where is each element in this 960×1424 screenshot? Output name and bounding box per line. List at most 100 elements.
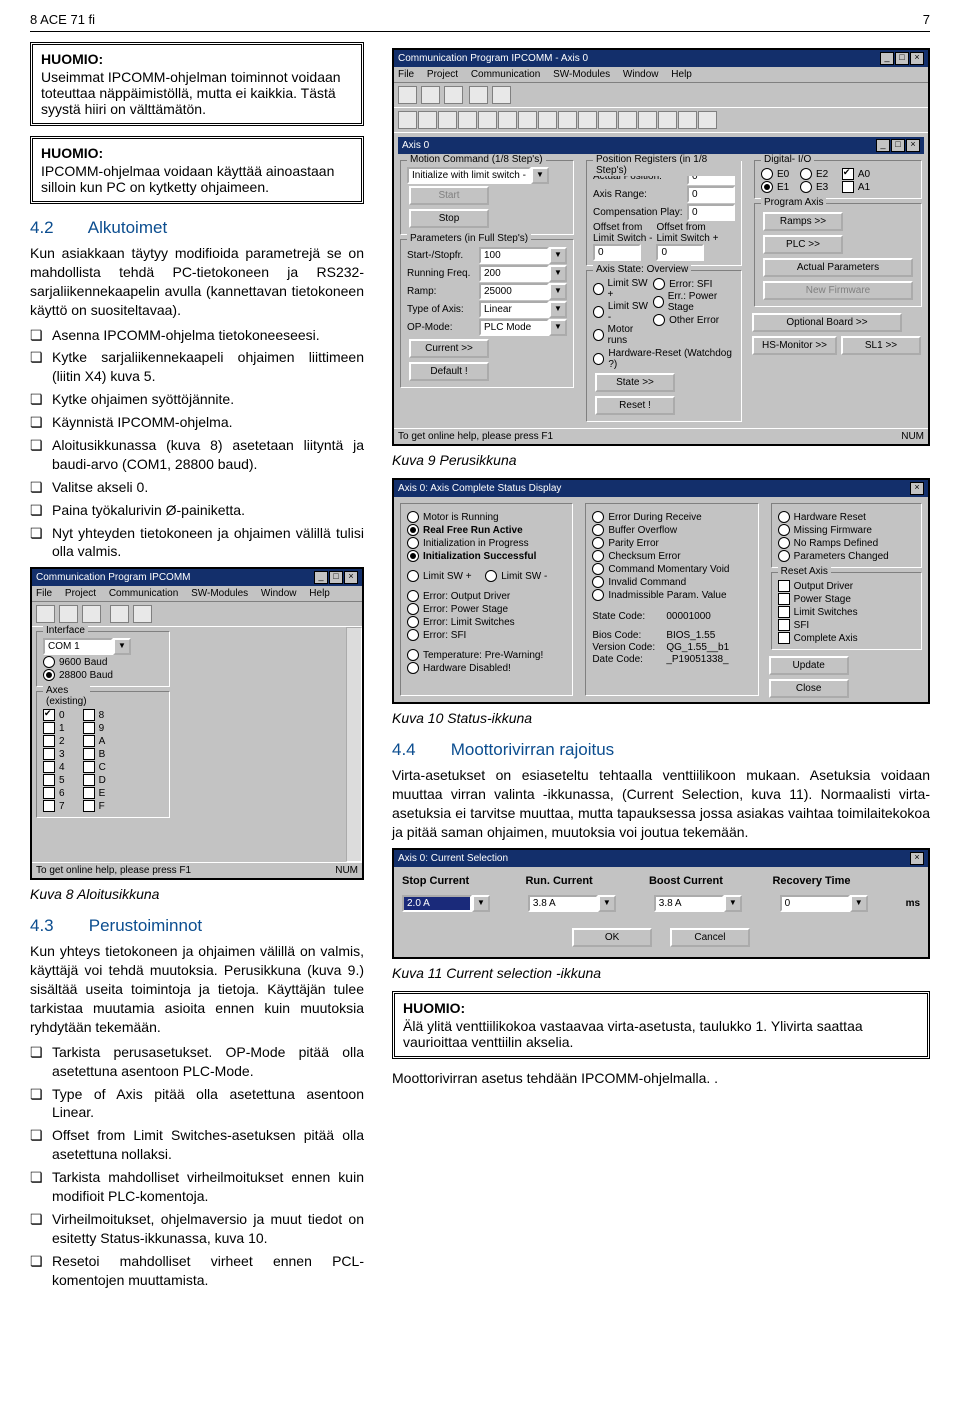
sec42-list: Asenna IPCOMM-ohjelma tietokoneeseesi. K… xyxy=(30,326,364,562)
axis-state-group: Axis State: Overview xyxy=(593,264,691,275)
toolbar-icon[interactable] xyxy=(444,86,463,104)
axis-tab-icon[interactable] xyxy=(638,111,657,129)
menu-item[interactable]: Help xyxy=(309,588,330,599)
state-button[interactable]: State >> xyxy=(595,373,675,392)
close-button[interactable]: Close xyxy=(769,679,849,698)
menu-item[interactable]: SW-Modules xyxy=(191,588,248,599)
axis-tab-icon[interactable] xyxy=(618,111,637,129)
toolbar-icon[interactable] xyxy=(59,605,78,623)
menu-item[interactable]: Communication xyxy=(109,588,178,599)
axis-checkbox[interactable] xyxy=(83,787,95,799)
ok-button[interactable]: OK xyxy=(572,928,652,947)
axis-tab-icon[interactable] xyxy=(458,111,477,129)
current-button[interactable]: Current >> xyxy=(409,339,489,358)
list-item: Virheilmoitukset, ohjelmaversio ja muut … xyxy=(30,1210,364,1248)
axis-checkbox[interactable] xyxy=(83,800,95,812)
start-button[interactable]: Start xyxy=(409,186,489,205)
list-item: Asenna IPCOMM-ohjelma tietokoneeseesi. xyxy=(30,326,364,345)
axis-tab-icon[interactable] xyxy=(698,111,717,129)
optional-board-button[interactable]: Optional Board >> xyxy=(752,313,902,332)
axis-checkbox[interactable] xyxy=(43,748,55,760)
axis-tab-icon[interactable] xyxy=(398,111,417,129)
sec44-tail: Moottorivirran asetus tehdään IPCOMM-ohj… xyxy=(392,1069,930,1088)
toolbar-icon[interactable] xyxy=(36,605,55,623)
axis-checkbox[interactable] xyxy=(83,774,95,786)
axis-tab-icon[interactable] xyxy=(658,111,677,129)
toolbar-icon[interactable] xyxy=(492,86,511,104)
toolbar-icon[interactable] xyxy=(398,86,417,104)
window-title: Axis 0: Axis Complete Status Display xyxy=(398,483,561,494)
list-item: Paina työkalurivin Ø-painiketta. xyxy=(30,501,364,520)
axis-checkbox[interactable] xyxy=(83,735,95,747)
list-item: Nyt yhteyden tietokoneen ja ohjaimen väl… xyxy=(30,524,364,562)
toolbar-icon[interactable] xyxy=(110,605,129,623)
axis-checkbox[interactable] xyxy=(43,800,55,812)
menu-item[interactable]: Project xyxy=(427,69,458,80)
notice-2-title: HUOMIO: xyxy=(41,145,353,161)
toolbar-icon[interactable] xyxy=(469,86,488,104)
window-title: Axis 0: Current Selection xyxy=(398,853,508,864)
axis-tab-icon[interactable] xyxy=(478,111,497,129)
radio-9600[interactable] xyxy=(43,656,55,668)
axis-checkbox[interactable] xyxy=(83,709,95,721)
toolbar-icon[interactable] xyxy=(82,605,101,623)
axis-tab-icon[interactable] xyxy=(438,111,457,129)
com-select[interactable]: COM 1▼ xyxy=(43,638,131,655)
axis-checkbox[interactable] xyxy=(43,709,55,721)
axis-tab-icon[interactable] xyxy=(678,111,697,129)
motion-select[interactable]: Initialize with limit switch -▼ xyxy=(407,167,549,184)
axis-tab-icon[interactable] xyxy=(578,111,597,129)
axis-checkbox[interactable] xyxy=(43,761,55,773)
caption-kuva8: Kuva 8 Aloitusikkuna xyxy=(30,886,364,902)
radio-28800[interactable] xyxy=(43,669,55,681)
axis-tab-icon[interactable] xyxy=(598,111,617,129)
default-button[interactable]: Default ! xyxy=(409,362,489,381)
notice-1-title: HUOMIO: xyxy=(41,51,353,67)
axis-tab-icon[interactable] xyxy=(518,111,537,129)
axis-tab-icon[interactable] xyxy=(418,111,437,129)
list-item: Kytke sarjaliikennekaapeli ohjaimen liit… xyxy=(30,348,364,386)
menu-item[interactable]: Communication xyxy=(471,69,540,80)
plc-button[interactable]: PLC >> xyxy=(763,235,843,254)
axis-tab-icon[interactable] xyxy=(538,111,557,129)
axis-checkbox[interactable] xyxy=(43,735,55,747)
statusbar-num: NUM xyxy=(335,865,358,876)
stop-button[interactable]: Stop xyxy=(409,209,489,228)
menu-item[interactable]: Window xyxy=(261,588,297,599)
menu-item[interactable]: Project xyxy=(65,588,96,599)
sl1-button[interactable]: SL1 >> xyxy=(841,336,921,355)
hs-monitor-button[interactable]: HS-Monitor >> xyxy=(752,336,837,355)
toolbar-icon[interactable] xyxy=(421,86,440,104)
update-button[interactable]: Update xyxy=(769,656,849,675)
menubar: File Project Communication SW-Modules Wi… xyxy=(394,67,928,83)
axis-checkbox[interactable] xyxy=(83,761,95,773)
axis-checkbox[interactable] xyxy=(43,774,55,786)
axis-checkbox[interactable] xyxy=(43,787,55,799)
axis-tab-icon[interactable] xyxy=(558,111,577,129)
menubar: File Project Communication SW-Modules Wi… xyxy=(32,586,362,602)
axis-checkbox[interactable] xyxy=(43,722,55,734)
menu-item[interactable]: Window xyxy=(623,69,659,80)
cancel-button[interactable]: Cancel xyxy=(670,928,750,947)
menu-item[interactable]: File xyxy=(36,588,52,599)
axis-checkbox[interactable] xyxy=(83,748,95,760)
heading-4-4-num: 4.4 xyxy=(392,740,446,760)
menu-item[interactable]: File xyxy=(398,69,414,80)
params-group: Parameters (in Full Step's) xyxy=(407,233,531,244)
toolbar-icon[interactable] xyxy=(133,605,152,623)
actual-params-button[interactable]: Actual Parameters xyxy=(763,258,913,277)
list-item: Resetoi mahdolliset virheet ennen PCL-ko… xyxy=(30,1252,364,1290)
menu-item[interactable]: Help xyxy=(671,69,692,80)
new-firmware-button[interactable]: New Firmware xyxy=(763,281,913,300)
axis-tab-icon[interactable] xyxy=(498,111,517,129)
menu-item[interactable]: SW-Modules xyxy=(553,69,610,80)
heading-4-4-title: Moottorivirran rajoitus xyxy=(451,740,614,759)
list-item: Valitse akseli 0. xyxy=(30,478,364,497)
reset-button[interactable]: Reset ! xyxy=(595,396,675,415)
screenshot-status-window: Axis 0: Axis Complete Status Display × M… xyxy=(392,478,930,704)
axis-checkbox[interactable] xyxy=(83,722,95,734)
window-buttons: _□× xyxy=(879,52,924,65)
caption-kuva9: Kuva 9 Perusikkuna xyxy=(392,452,930,468)
ramps-button[interactable]: Ramps >> xyxy=(763,212,843,231)
scrollbar[interactable] xyxy=(346,627,362,862)
